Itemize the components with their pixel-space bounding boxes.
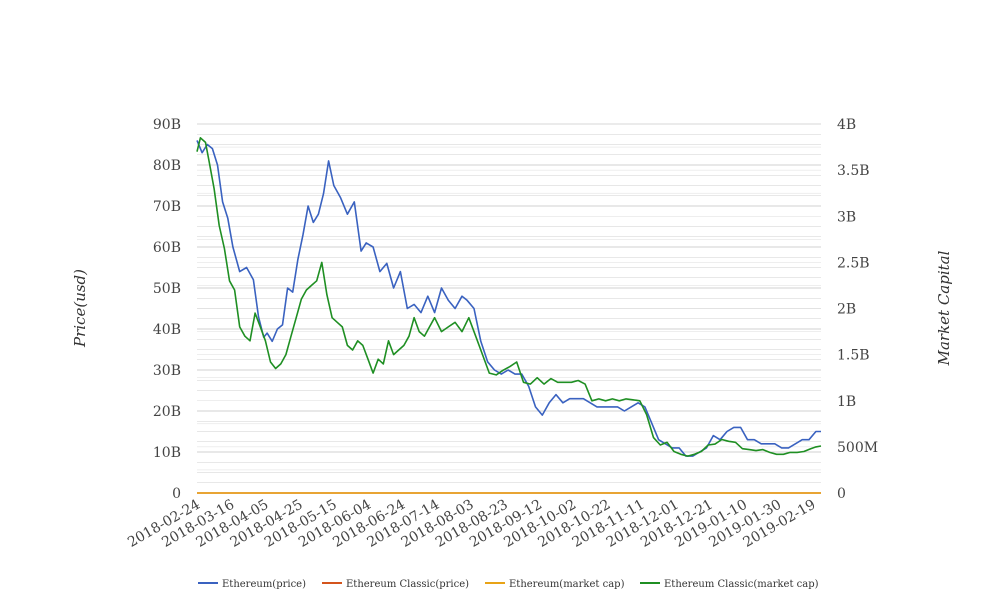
series-line bbox=[196, 140, 821, 457]
legend-label: Ethereum(price) bbox=[222, 579, 306, 590]
right-tick-label: 2B bbox=[837, 302, 856, 318]
right-tick-label: 1.5B bbox=[837, 348, 870, 364]
legend-label: Ethereum Classic(market cap) bbox=[664, 579, 819, 590]
x-axis-ticks: 2018-02-242018-03-162018-04-052018-04-25… bbox=[125, 497, 818, 551]
left-tick-label: 70B bbox=[153, 199, 181, 215]
right-tick-label: 1B bbox=[837, 394, 856, 410]
series-lines bbox=[196, 137, 822, 494]
right-tick-label: 3B bbox=[837, 209, 856, 225]
left-tick-label: 10B bbox=[153, 445, 181, 461]
left-axis-title: Price(usd) bbox=[71, 269, 89, 348]
legend: Ethereum(price) Ethereum Classic(price) Et… bbox=[198, 579, 819, 590]
left-tick-label: 0 bbox=[172, 486, 181, 502]
left-tick-label: 80B bbox=[153, 158, 181, 174]
gridlines bbox=[197, 123, 821, 494]
right-tick-label: 2.5B bbox=[837, 255, 870, 271]
left-tick-label: 50B bbox=[153, 281, 181, 297]
left-axis-ticks: 0 10B 20B 30B 40B 50B 60B 70B 80B 90B bbox=[153, 117, 181, 502]
right-tick-label: 3.5B bbox=[837, 163, 870, 179]
right-tick-label: 4B bbox=[837, 117, 856, 133]
right-tick-label: 500M bbox=[837, 440, 878, 456]
right-axis-ticks: 0 500M 1B 1.5B 2B 2.5B 3B 3.5B 4B bbox=[837, 117, 878, 502]
legend-label: Ethereum(market cap) bbox=[509, 579, 625, 590]
left-tick-label: 30B bbox=[153, 363, 181, 379]
legend-label: Ethereum Classic(price) bbox=[346, 579, 469, 590]
left-tick-label: 90B bbox=[153, 117, 181, 133]
left-tick-label: 40B bbox=[153, 322, 181, 338]
series-line bbox=[196, 137, 822, 457]
right-axis-title: Market Capital bbox=[935, 250, 953, 366]
right-tick-label: 0 bbox=[837, 486, 846, 502]
left-tick-label: 60B bbox=[153, 240, 181, 256]
left-tick-label: 20B bbox=[153, 404, 181, 420]
